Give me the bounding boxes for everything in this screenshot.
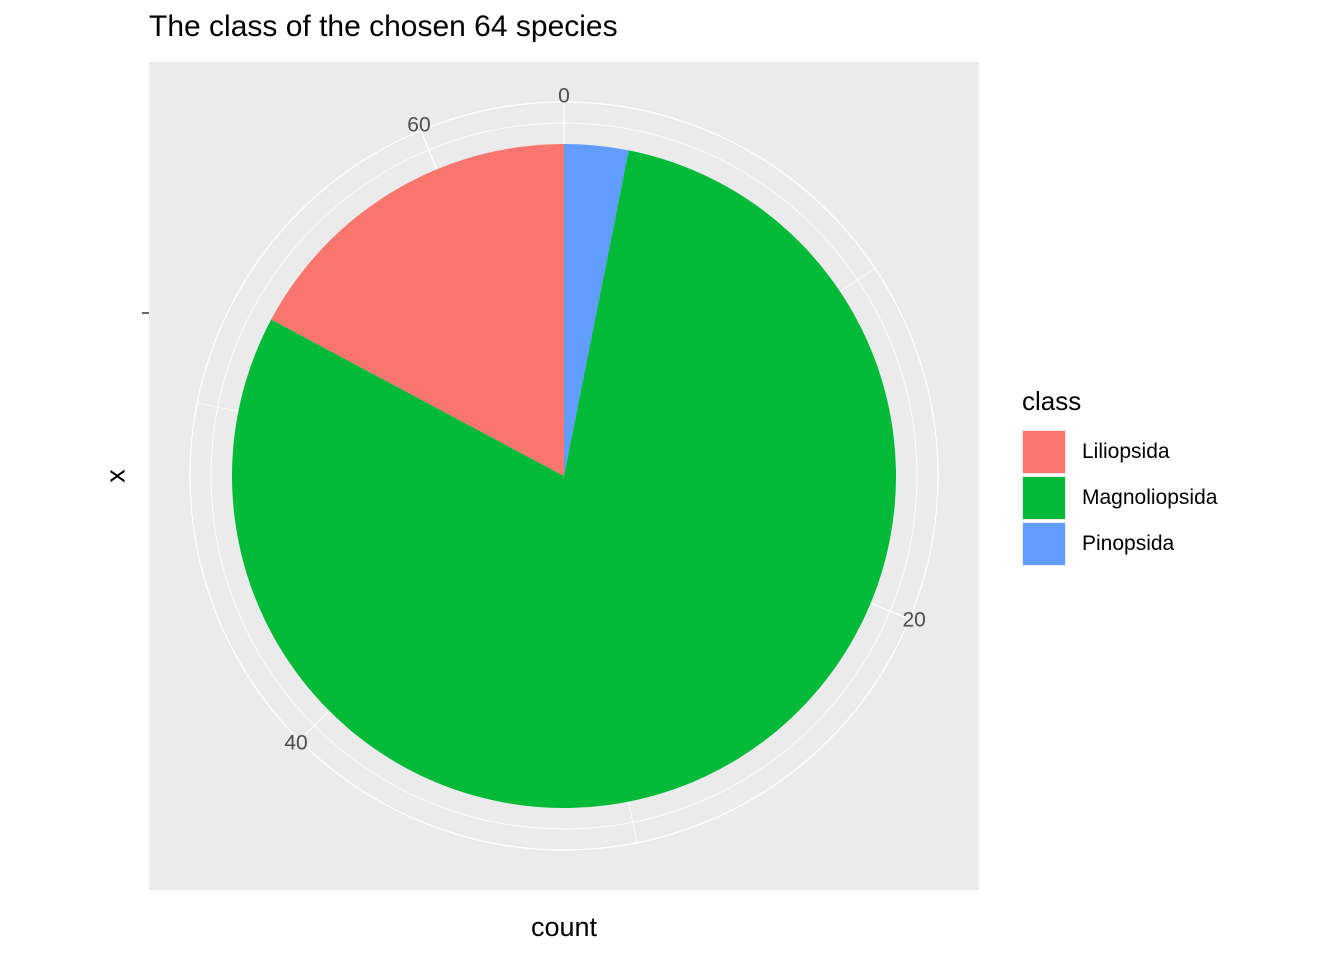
legend-swatch [1023, 431, 1065, 473]
x-axis-label: count [530, 912, 598, 942]
legend-key [1022, 522, 1066, 566]
legend-items: Liliopsida Magnoliopsida Pinopsida [1022, 429, 1217, 567]
y-axis-label: x [100, 469, 131, 483]
legend-item: Liliopsida [1022, 429, 1217, 475]
polar-grid [189, 101, 939, 851]
legend-key [1022, 430, 1066, 474]
legend-label: Liliopsida [1082, 440, 1170, 463]
pie-slice-pinopsida [564, 144, 629, 476]
legend-label: Magnoliopsida [1082, 486, 1218, 509]
radial-minor-grid-line [197, 402, 241, 412]
theta-tick-label: 0 [558, 85, 570, 108]
legend-title: class [1022, 386, 1082, 416]
theta-tick-label: 40 [284, 732, 307, 755]
pie-slice-liliopsida [271, 143, 564, 476]
radial-grid-line [868, 601, 910, 620]
legend: class Liliopsida Magnoliopsida Pinopsida [1022, 386, 1217, 567]
legend-item: Pinopsida [1022, 521, 1217, 567]
legend-label: Pinopsida [1082, 532, 1175, 555]
radial-grid-line [299, 708, 332, 741]
theta-ticks: 0 20 40 60 [284, 85, 926, 755]
legend-key [1022, 476, 1066, 520]
radial-minor-grid-line [628, 799, 638, 843]
legend-swatch [1023, 523, 1065, 565]
radial-minor-grid-line [838, 267, 876, 293]
theta-tick-label: 20 [902, 609, 925, 632]
theta-tick-label: 60 [407, 113, 430, 136]
chart-title: The class of the chosen 64 species [149, 10, 618, 43]
legend-swatch [1023, 477, 1065, 519]
pie-slices [231, 143, 897, 809]
pie-slice-magnoliopsida [231, 150, 897, 809]
radial-grid-line [420, 130, 439, 172]
legend-item: Magnoliopsida [1022, 475, 1217, 521]
